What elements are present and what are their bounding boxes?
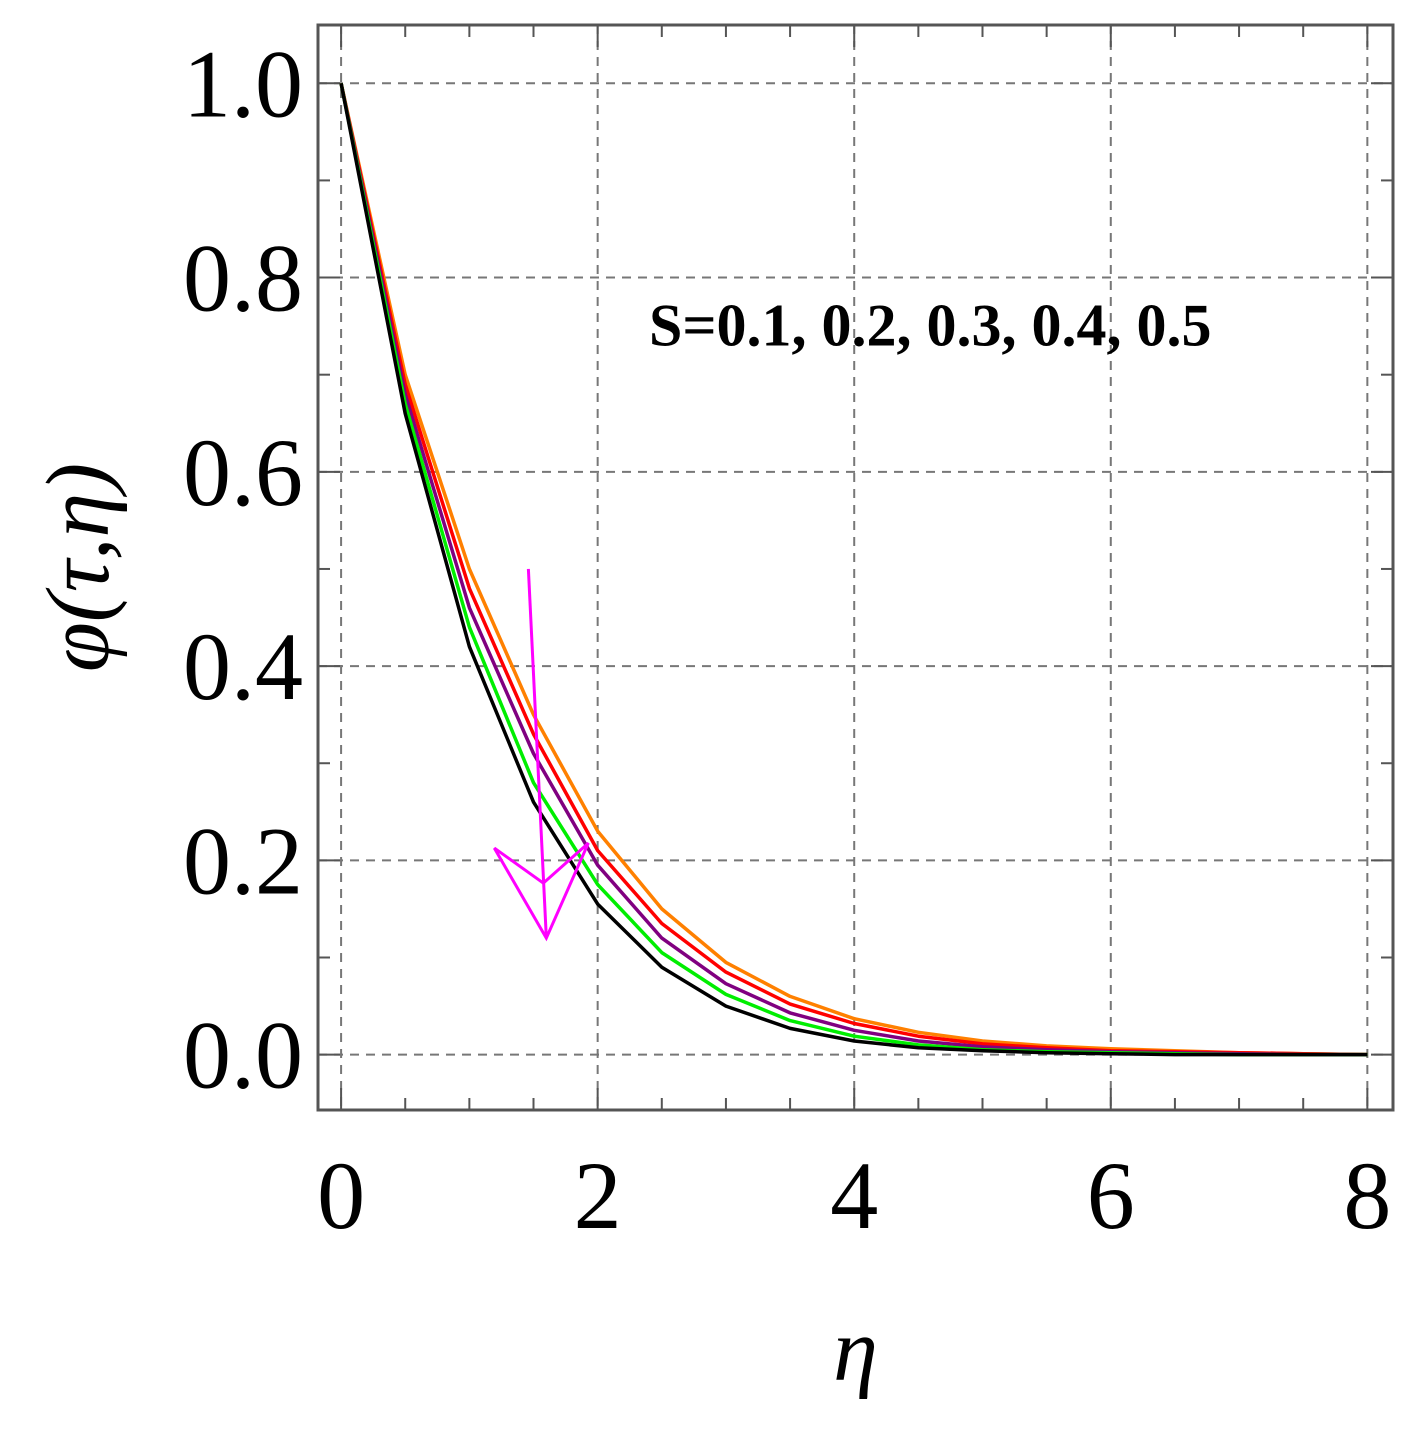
parameter-annotation: S=0.1, 0.2, 0.3, 0.4, 0.5 <box>649 293 1212 359</box>
x-tick-label-3: 6 <box>1087 1142 1135 1249</box>
x-tick-label-0: 0 <box>317 1142 365 1249</box>
grid-lines <box>318 25 1393 1110</box>
y-axis-title: φ(τ,η) <box>29 463 128 672</box>
y-tick-label-2: 0.4 <box>183 613 303 720</box>
y-tick-label-1: 0.2 <box>183 807 303 914</box>
y-tick-label-3: 0.6 <box>183 419 303 526</box>
data-series <box>339 82 1368 1057</box>
x-tick-label-2: 4 <box>830 1142 878 1249</box>
tick-labels: 0 2 4 6 8 0.0 0.2 0.4 0.6 0.8 1.0 <box>183 30 1391 1249</box>
arrow-head <box>493 841 590 942</box>
x-tick-label-1: 2 <box>574 1142 622 1249</box>
x-tick-label-4: 8 <box>1343 1142 1391 1249</box>
arrow-shaft <box>526 568 548 939</box>
x-axis-title: η <box>833 1301 878 1400</box>
plot-frame <box>316 23 1395 1112</box>
y-tick-label-0: 0.0 <box>183 1002 303 1109</box>
series-line-4 <box>339 82 1368 1057</box>
annotation-arrows <box>493 568 590 942</box>
y-tick-label-5: 1.0 <box>183 30 303 137</box>
axis-ticks <box>318 25 1393 1110</box>
y-tick-label-4: 0.8 <box>183 225 303 332</box>
